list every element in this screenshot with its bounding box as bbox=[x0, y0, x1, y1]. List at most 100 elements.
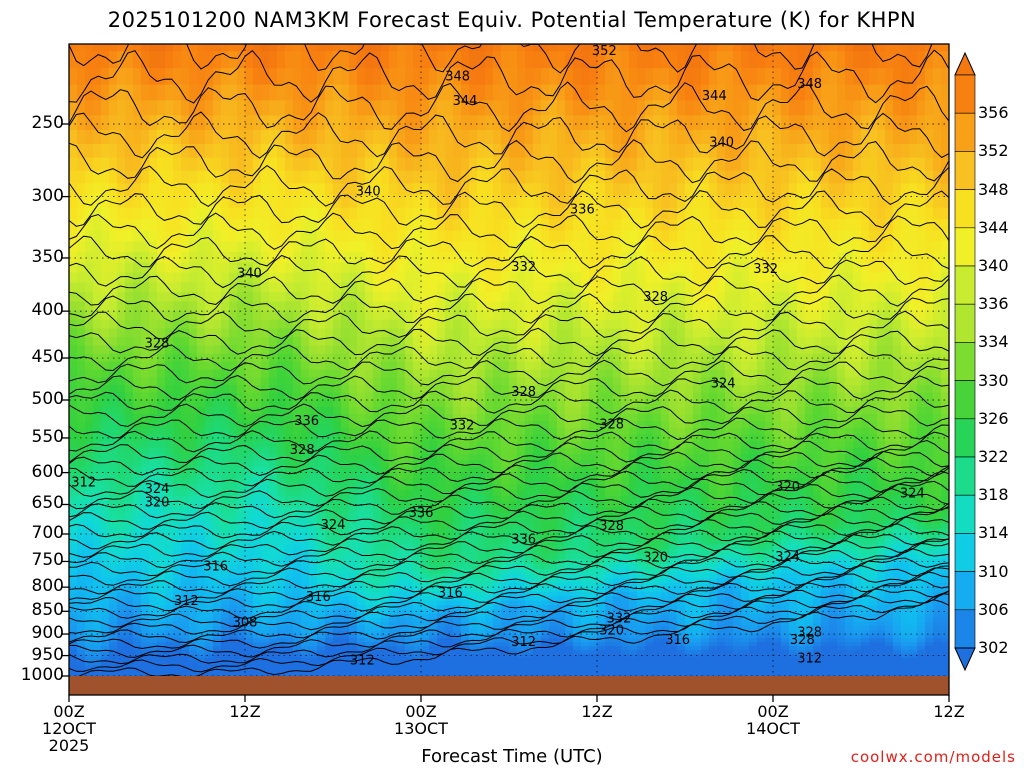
contour-label: 344 bbox=[453, 94, 478, 109]
colorbar-swatch bbox=[954, 265, 976, 305]
contour-label: 328 bbox=[511, 385, 536, 400]
contour-label: 316 bbox=[203, 560, 228, 575]
contour-line bbox=[69, 310, 949, 341]
colorbar-max-arrow bbox=[954, 51, 976, 76]
contour-label: 332 bbox=[607, 612, 632, 627]
colorbar-swatch bbox=[954, 571, 976, 611]
contour-label: 332 bbox=[450, 418, 475, 433]
contour-line bbox=[69, 590, 949, 665]
colorbar-label: 306 bbox=[978, 599, 1009, 619]
contour-line bbox=[69, 44, 933, 74]
contour-label: 332 bbox=[511, 260, 536, 275]
colorbar-label: 302 bbox=[978, 638, 1009, 657]
contour-line bbox=[69, 465, 949, 499]
x-tick-group: 12Z bbox=[909, 703, 989, 720]
colorbar-swatch bbox=[954, 494, 976, 534]
colorbar-swatch bbox=[954, 112, 976, 152]
y-tick-label: 400 bbox=[31, 300, 64, 321]
colorbar-label: 326 bbox=[978, 408, 1009, 428]
contour-label: 320 bbox=[599, 623, 624, 638]
x-tick-group: 12Z bbox=[557, 703, 637, 720]
contour-label: 348 bbox=[445, 70, 470, 85]
contour-line bbox=[69, 359, 949, 387]
colorbar-swatch bbox=[954, 189, 976, 229]
colorbar-swatch bbox=[954, 380, 976, 420]
contour-label: 332 bbox=[753, 262, 778, 277]
contour-line bbox=[69, 450, 949, 477]
contour-label: 320 bbox=[643, 551, 668, 566]
x-tick-group: 00Z 12OCT 2025 bbox=[29, 703, 109, 754]
y-tick-label: 600 bbox=[31, 461, 64, 482]
contour-line bbox=[69, 190, 949, 229]
colorbar-label: 318 bbox=[978, 485, 1009, 505]
colorbar-label: 330 bbox=[978, 370, 1009, 390]
contour-label: 316 bbox=[665, 633, 690, 648]
contour-line bbox=[69, 417, 949, 441]
contour-line bbox=[69, 538, 949, 595]
contour-line bbox=[69, 567, 949, 635]
contour-line bbox=[69, 523, 949, 577]
contour-line bbox=[69, 111, 949, 159]
contour-label: 352 bbox=[592, 44, 617, 59]
contour-line bbox=[69, 164, 949, 207]
colorbar-min-arrow bbox=[954, 647, 976, 672]
y-tick-label: 250 bbox=[31, 113, 64, 133]
colorbar-label: 344 bbox=[978, 217, 1009, 237]
plot-frame bbox=[68, 43, 950, 696]
contour-label: 328 bbox=[599, 519, 624, 534]
contour-line bbox=[69, 599, 949, 679]
contour-line bbox=[69, 327, 949, 357]
chart-title: 2025101200 NAM3KM Forecast Equiv. Potent… bbox=[107, 8, 917, 32]
colorbar-swatch bbox=[954, 533, 976, 572]
contour-label: 336 bbox=[409, 506, 434, 521]
colorbar-swatch bbox=[954, 227, 976, 267]
contour-label: 344 bbox=[702, 89, 727, 104]
colorbar-label: 322 bbox=[978, 447, 1009, 466]
contour-label: 324 bbox=[321, 518, 346, 533]
contour-label: 324 bbox=[900, 486, 925, 501]
contour-line bbox=[69, 507, 949, 558]
contour-label: 312 bbox=[174, 594, 199, 609]
contour-label: 336 bbox=[294, 414, 319, 429]
contour-line bbox=[69, 49, 949, 104]
contour-line bbox=[69, 496, 949, 539]
x-tick-label: 13OCT bbox=[394, 719, 448, 738]
contour-label: 328 bbox=[797, 625, 822, 640]
y-tick-label: 750 bbox=[31, 550, 64, 571]
contour-line bbox=[69, 344, 949, 372]
contour-label: 328 bbox=[145, 337, 170, 352]
contour-line bbox=[69, 548, 949, 612]
x-axis-title: Forecast Time (UTC) bbox=[421, 746, 603, 767]
contour-label: 316 bbox=[438, 586, 463, 601]
x-tick-label: 12Z bbox=[933, 702, 965, 721]
contour-label: 328 bbox=[643, 290, 668, 305]
contour-line bbox=[69, 81, 949, 133]
colorbar-label: 348 bbox=[978, 179, 1009, 199]
colorbar-swatch bbox=[954, 151, 976, 190]
colorbar-label: 334 bbox=[978, 332, 1009, 352]
colorbar-label: 340 bbox=[978, 256, 1009, 275]
contour-label: 320 bbox=[145, 496, 170, 511]
contour-line bbox=[69, 470, 949, 510]
colorbar-swatch bbox=[954, 74, 976, 114]
contour-line bbox=[69, 389, 949, 415]
x-tick-group: 00Z 13OCT bbox=[381, 703, 461, 737]
colorbar-label: 352 bbox=[978, 141, 1009, 161]
contour-label: 340 bbox=[237, 267, 262, 282]
contour-label: 324 bbox=[711, 377, 736, 392]
y-tick-label: 550 bbox=[31, 426, 64, 447]
terrain-strip bbox=[69, 676, 949, 695]
contour-line bbox=[69, 502, 949, 550]
contour-label: 336 bbox=[570, 203, 595, 218]
contour-line bbox=[69, 139, 949, 184]
colorbar-label: 310 bbox=[978, 561, 1009, 581]
contour-label: 316 bbox=[306, 590, 331, 605]
contour-line bbox=[69, 571, 949, 644]
contour-label: 324 bbox=[775, 550, 800, 565]
contour-label: 348 bbox=[797, 77, 822, 92]
contour-label: 328 bbox=[790, 633, 815, 648]
x-tick-label: 2025 bbox=[48, 736, 90, 755]
colorbar-swatch bbox=[954, 418, 976, 458]
y-tick-label: 800 bbox=[31, 576, 64, 597]
y-tick-label: 850 bbox=[31, 600, 64, 621]
